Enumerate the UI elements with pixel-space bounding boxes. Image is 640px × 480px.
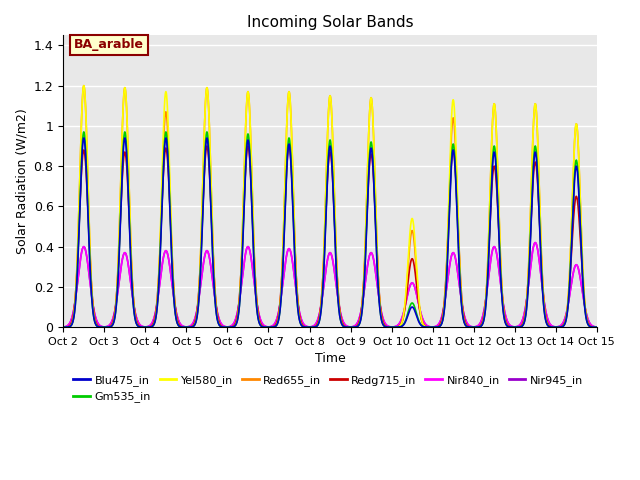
Title: Incoming Solar Bands: Incoming Solar Bands [247,15,413,30]
Legend: Blu475_in, Gm535_in, Yel580_in, Red655_in, Redg715_in, Nir840_in, Nir945_in: Blu475_in, Gm535_in, Yel580_in, Red655_i… [69,371,588,407]
Text: BA_arable: BA_arable [74,38,144,51]
X-axis label: Time: Time [315,352,346,365]
Y-axis label: Solar Radiation (W/m2): Solar Radiation (W/m2) [15,108,28,254]
